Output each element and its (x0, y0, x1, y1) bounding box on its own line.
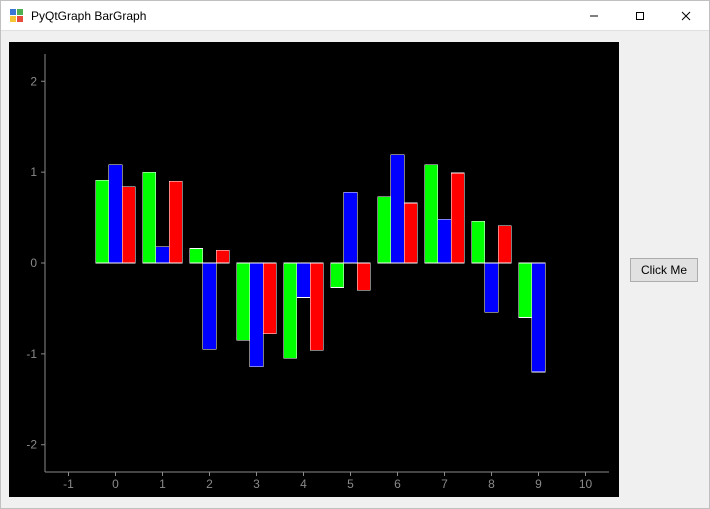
svg-text:-1: -1 (63, 477, 74, 491)
chart-canvas: -2 -1 0 1 2 -1 0 1 2 3 4 5 6 7 8 9 10 (9, 42, 619, 497)
maximize-button[interactable] (617, 1, 663, 31)
close-button[interactable] (663, 1, 709, 31)
svg-text:10: 10 (579, 477, 593, 491)
svg-text:7: 7 (441, 477, 448, 491)
svg-text:1: 1 (30, 165, 37, 179)
svg-text:4: 4 (300, 477, 307, 491)
svg-text:0: 0 (112, 477, 119, 491)
click-me-button[interactable]: Click Me (630, 258, 698, 282)
app-window: PyQtGraph BarGraph -2 -1 0 1 2 -1 0 1 2 3 4 5 6 7 8 9 10… (0, 0, 710, 509)
svg-text:2: 2 (30, 74, 37, 88)
window-title: PyQtGraph BarGraph (31, 9, 146, 23)
app-icon (9, 8, 25, 24)
client-area: -2 -1 0 1 2 -1 0 1 2 3 4 5 6 7 8 9 10 Click Me (1, 31, 709, 508)
svg-text:-2: -2 (26, 438, 37, 452)
svg-text:9: 9 (535, 477, 542, 491)
svg-text:2: 2 (206, 477, 213, 491)
svg-text:8: 8 (488, 477, 495, 491)
minimize-button[interactable] (571, 1, 617, 31)
svg-text:6: 6 (394, 477, 401, 491)
svg-text:0: 0 (30, 256, 37, 270)
svg-text:3: 3 (253, 477, 260, 491)
side-panel: Click Me (627, 258, 701, 282)
bar-chart[interactable]: -2 -1 0 1 2 -1 0 1 2 3 4 5 6 7 8 9 10 (9, 42, 619, 497)
titlebar: PyQtGraph BarGraph (1, 1, 709, 31)
svg-text:5: 5 (347, 477, 354, 491)
svg-text:-1: -1 (26, 347, 37, 361)
svg-text:1: 1 (159, 477, 166, 491)
